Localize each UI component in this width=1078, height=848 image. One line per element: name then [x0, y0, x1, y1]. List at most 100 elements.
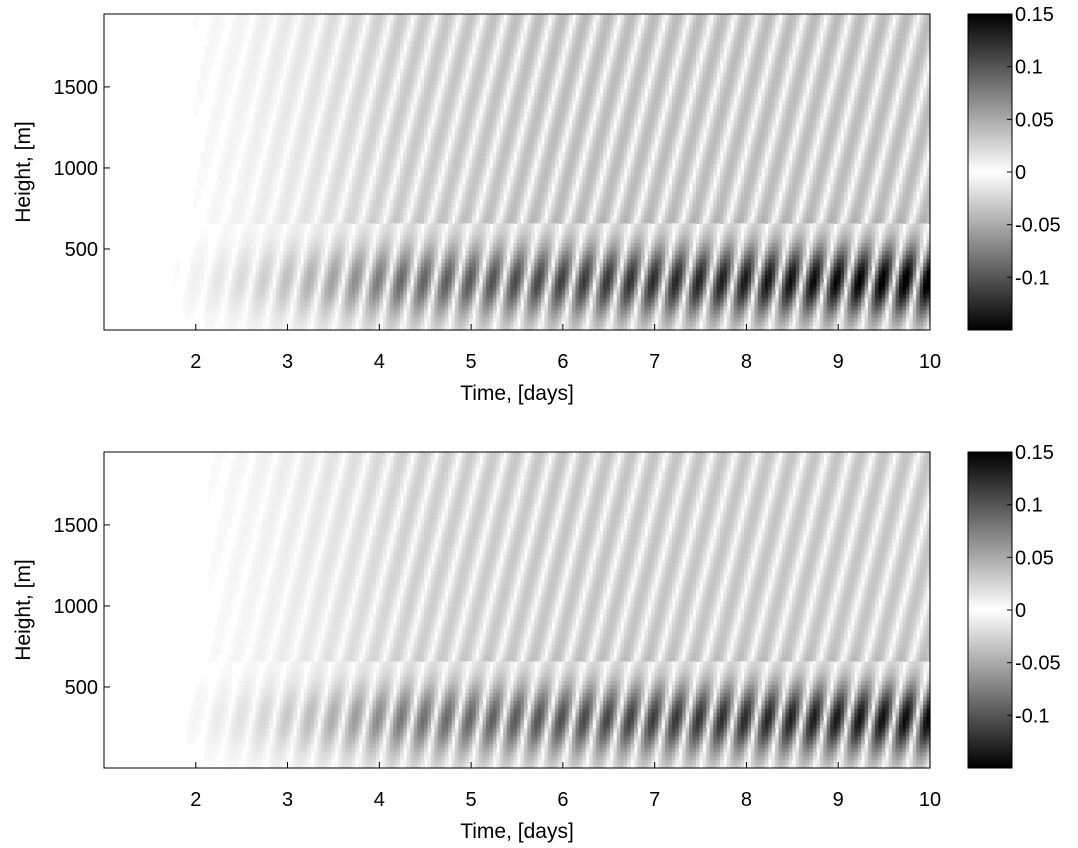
- heatmap-cell: [479, 41, 484, 47]
- heatmap-cell: [372, 104, 377, 110]
- heatmap-cell: [475, 45, 480, 51]
- heatmap-cell: [300, 33, 305, 39]
- heatmap-cell: [874, 17, 879, 23]
- heatmap-cell: [210, 104, 215, 110]
- heatmap-cell: [575, 100, 580, 106]
- heatmap-cell: [530, 17, 535, 23]
- heatmap-cell: [902, 37, 907, 43]
- heatmap-cell: [248, 69, 253, 74]
- heatmap-cell: [647, 81, 652, 86]
- heatmap-cell: [895, 17, 900, 23]
- heatmap-cell: [427, 100, 432, 106]
- heatmap-cell: [499, 21, 504, 27]
- heatmap-cell: [747, 21, 752, 27]
- heatmap-cell: [613, 25, 618, 31]
- heatmap-cell: [664, 108, 670, 114]
- heatmap-cell: [692, 49, 697, 55]
- heatmap-cell: [926, 53, 931, 59]
- heatmap-cell: [372, 57, 377, 62]
- heatmap-cell: [568, 33, 573, 39]
- heatmap-cell: [372, 73, 377, 78]
- heatmap-cell: [716, 61, 721, 66]
- heatmap-cell: [472, 100, 477, 106]
- heatmap-cell: [843, 57, 848, 62]
- heatmap-cell: [455, 85, 460, 90]
- heatmap-cell: [327, 45, 332, 51]
- heatmap-cell: [355, 65, 360, 70]
- heatmap-cell: [761, 77, 766, 82]
- heatmap-cell: [451, 21, 456, 27]
- heatmap-cell: [541, 77, 546, 82]
- heatmap-cell: [826, 14, 831, 19]
- heatmap-cell: [585, 33, 590, 39]
- heatmap-cell: [788, 14, 793, 19]
- heatmap-cell: [461, 29, 466, 35]
- heatmap-cell: [527, 17, 532, 23]
- heatmap-cell: [751, 93, 756, 98]
- heatmap-cell: [286, 65, 291, 70]
- heatmap-cell: [231, 108, 236, 114]
- heatmap-cell: [434, 65, 439, 70]
- heatmap-cell: [496, 33, 501, 39]
- heatmap-cell: [812, 73, 818, 78]
- heatmap-cell: [775, 89, 780, 94]
- heatmap-cell: [413, 17, 418, 23]
- heatmap-cell: [303, 41, 308, 47]
- heatmap-cell: [286, 33, 291, 39]
- heatmap-cell: [809, 100, 814, 106]
- heatmap-cell: [716, 49, 721, 55]
- heatmap-cell: [262, 69, 267, 74]
- heatmap-cell: [293, 57, 298, 62]
- heatmap-cell: [692, 21, 697, 27]
- heatmap-cell: [551, 25, 556, 31]
- heatmap-cell: [561, 37, 566, 43]
- heatmap-cell: [303, 112, 308, 118]
- heatmap-cell: [403, 81, 408, 86]
- heatmap-cell: [427, 93, 432, 98]
- heatmap-cell: [895, 73, 900, 78]
- heatmap-cell: [200, 81, 205, 86]
- heatmap-cell: [709, 73, 714, 78]
- heatmap-cell: [709, 33, 714, 39]
- heatmap-cell: [207, 49, 212, 55]
- heatmap-cell: [799, 33, 804, 39]
- heatmap-cell: [503, 21, 508, 27]
- heatmap-cell: [723, 41, 728, 47]
- heatmap-cell: [840, 93, 845, 98]
- heatmap-cell: [923, 61, 928, 66]
- heatmap-cell: [709, 17, 714, 23]
- heatmap-cell: [582, 104, 587, 110]
- heatmap-cell: [527, 49, 532, 55]
- heatmap-cell: [623, 45, 628, 51]
- heatmap-cell: [561, 33, 566, 39]
- heatmap-cell: [520, 73, 525, 78]
- heatmap-cell: [527, 89, 532, 94]
- heatmap-cell: [857, 96, 862, 102]
- heatmap-cell: [424, 33, 429, 39]
- heatmap-cell: [341, 89, 346, 94]
- heatmap-cell: [751, 49, 756, 55]
- heatmap-cell: [706, 96, 711, 102]
- heatmap-cell: [695, 104, 701, 110]
- heatmap-cell: [427, 112, 432, 118]
- heatmap-cell: [888, 108, 893, 114]
- heatmap-cell: [816, 85, 821, 90]
- heatmap-cell: [816, 61, 821, 66]
- heatmap-cell: [293, 53, 298, 59]
- heatmap-cell: [627, 112, 632, 118]
- heatmap-cell: [895, 57, 900, 62]
- heatmap-cell: [496, 65, 501, 70]
- heatmap-cell: [689, 25, 694, 31]
- heatmap-cell: [351, 45, 356, 51]
- heatmap-cell: [293, 73, 298, 78]
- heatmap-cell: [671, 41, 676, 47]
- heatmap-cell: [699, 41, 704, 47]
- heatmap-cell: [558, 77, 563, 82]
- heatmap-cell: [207, 69, 212, 74]
- heatmap-cell: [589, 77, 594, 82]
- heatmap-cell: [310, 61, 315, 66]
- heatmap-cell: [520, 25, 525, 31]
- heatmap-cell: [585, 41, 590, 47]
- heatmap-cell: [658, 104, 663, 110]
- heatmap-cell: [327, 49, 332, 55]
